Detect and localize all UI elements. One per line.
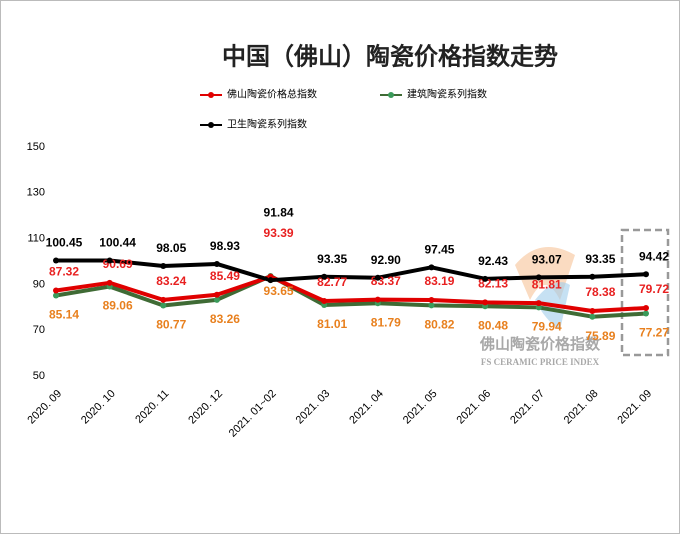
data-point: [160, 262, 167, 269]
watermark-subtitle: FS CERAMIC PRICE INDEX: [481, 357, 600, 367]
data-point: [428, 296, 435, 303]
data-point: [589, 273, 596, 280]
y-tick-label: 150: [27, 141, 45, 153]
data-point: [160, 296, 167, 303]
data-point: [482, 275, 489, 282]
legend-marker: [208, 92, 214, 98]
data-label: 91.84: [264, 205, 294, 219]
data-label: 78.38: [585, 285, 615, 299]
watermark-title: 佛山陶瓷价格指数: [479, 335, 601, 353]
data-label: 93.07: [532, 253, 562, 267]
data-point: [213, 260, 220, 267]
data-label: 83.37: [371, 274, 401, 288]
data-label: 83.24: [156, 274, 186, 288]
data-point: [428, 302, 435, 309]
chart-title: 中国（佛山）陶瓷价格指数走势: [222, 42, 558, 70]
legend-marker: [388, 92, 394, 98]
legend-label: 建筑陶瓷系列指数: [407, 88, 487, 101]
legend-label: 佛山陶瓷价格总指数: [227, 88, 317, 101]
data-point: [106, 257, 113, 264]
data-point: [589, 308, 596, 315]
data-point: [374, 296, 381, 303]
y-tick-label: 50: [33, 370, 45, 382]
data-label: 80.82: [424, 318, 454, 332]
data-point: [213, 296, 220, 303]
data-point: [643, 271, 649, 278]
data-point: [535, 274, 542, 281]
data-point: [482, 299, 489, 306]
data-point: [589, 313, 596, 320]
series-line: [55, 274, 647, 314]
data-label: 92.43: [478, 254, 508, 268]
y-tick-label: 70: [33, 324, 45, 336]
data-label: 100.45: [46, 236, 83, 250]
y-tick-label: 130: [27, 187, 45, 199]
data-point: [160, 302, 167, 309]
data-label: 94.42: [639, 249, 669, 263]
data-point: [374, 274, 381, 281]
data-point: [53, 257, 59, 264]
data-label: 97.45: [424, 243, 454, 257]
data-label: 83.26: [210, 312, 240, 326]
data-point: [106, 279, 113, 286]
data-point: [213, 291, 220, 298]
data-label: 81.79: [371, 315, 401, 329]
data-label: 77.27: [639, 326, 669, 340]
data-label: 85.49: [210, 269, 240, 283]
data-point: [321, 297, 328, 304]
series-line: [55, 274, 647, 319]
data-label: 93.35: [317, 252, 347, 266]
y-tick-label: 110: [27, 233, 45, 245]
data-label: 83.19: [424, 274, 454, 288]
data-point: [53, 292, 59, 299]
data-point: [321, 273, 328, 280]
data-label: 75.89: [585, 329, 615, 343]
data-label: 93.65: [264, 284, 294, 298]
data-point: [267, 277, 274, 284]
data-label: 80.77: [156, 318, 186, 332]
data-label: 81.81: [532, 277, 562, 291]
data-point: [428, 264, 435, 271]
data-point: [643, 304, 649, 311]
data-label: 80.48: [478, 318, 508, 332]
data-point: [535, 300, 542, 307]
data-label: 87.32: [49, 265, 79, 279]
y-tick-label: 90: [33, 278, 45, 290]
data-point: [53, 287, 59, 294]
data-label: 93.39: [264, 226, 294, 240]
legend-label: 卫生陶瓷系列指数: [227, 118, 307, 131]
legend-marker: [208, 122, 214, 128]
data-label: 79.94: [532, 320, 562, 334]
data-label: 98.93: [210, 239, 240, 253]
data-point: [643, 310, 649, 317]
data-point: [535, 304, 542, 311]
data-label: 100.44: [99, 236, 136, 250]
data-label: 81.01: [317, 317, 347, 331]
highlight-box: [620, 228, 670, 357]
data-label: 79.72: [639, 282, 669, 296]
data-label: 85.14: [49, 308, 79, 322]
series-line: [55, 258, 647, 283]
data-label: 93.35: [585, 252, 615, 266]
data-label: 89.06: [103, 299, 133, 313]
data-label: 98.05: [156, 241, 186, 255]
data-label: 92.90: [371, 253, 401, 267]
